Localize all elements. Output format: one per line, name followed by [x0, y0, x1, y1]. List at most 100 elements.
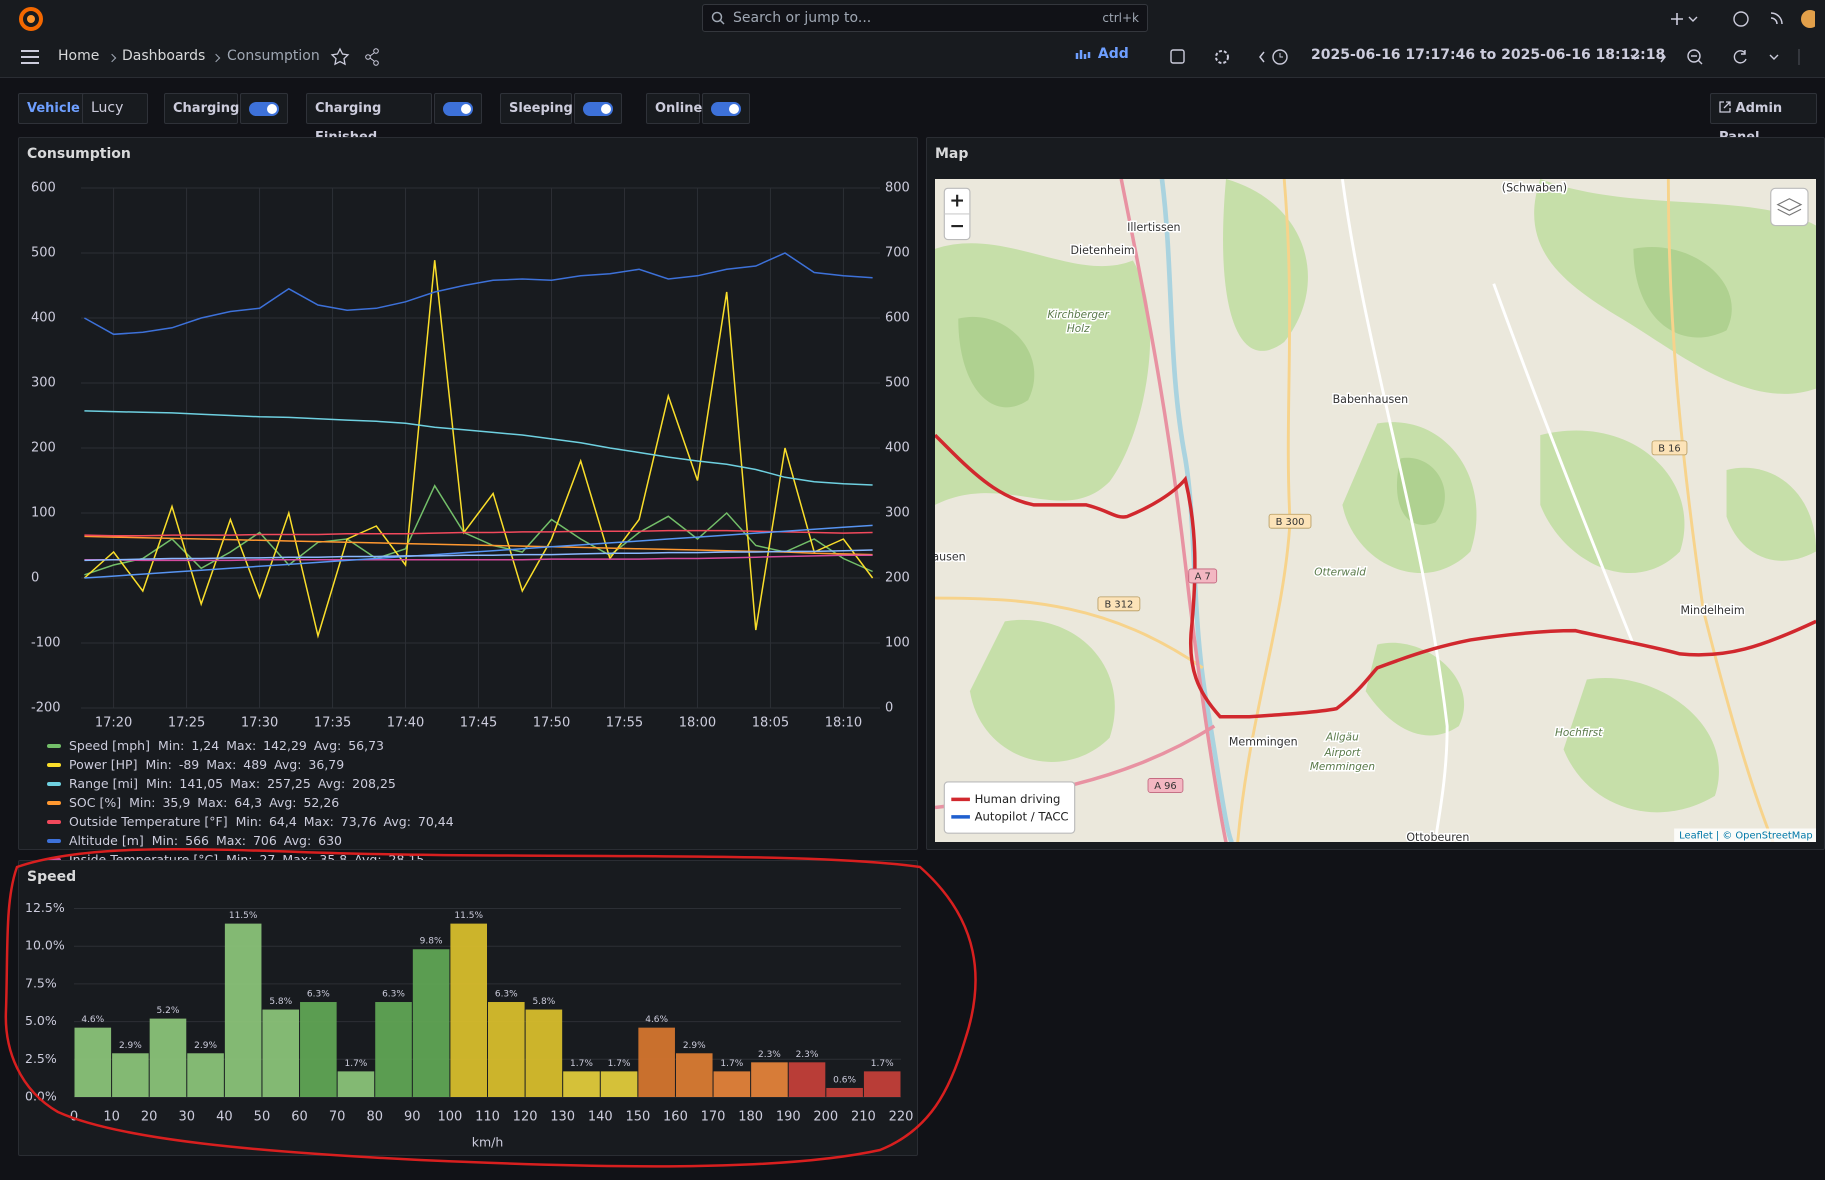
histogram-chart: 0.0% 2.5% 5.0% 7.5% 10.0% 12.5% 4.6% 2.9% 5.2% 2.… — [25, 900, 913, 1150]
toggle-box — [702, 93, 750, 124]
bar — [638, 1027, 675, 1097]
top-icons[interactable] — [1665, 8, 1815, 30]
y2-tick-label: 200 — [885, 571, 910, 586]
y2-tick-label: 100 — [885, 636, 910, 651]
bar-label: 11.5% — [229, 911, 258, 921]
legend-item[interactable]: Range [mi] Min: 141,05 Max: 257,25 Avg: 2… — [47, 776, 396, 791]
x-tick-label: 0 — [70, 1110, 78, 1125]
attribution[interactable]: Leaflet | © OpenStreetMap — [1679, 830, 1812, 841]
x-tick-label: 17:25 — [168, 716, 205, 731]
road-label: B 300 — [1276, 517, 1305, 528]
y-tick-label: 12.5% — [25, 900, 65, 915]
search-box[interactable]: Search or jump to... ctrl+k — [702, 4, 1148, 32]
legend-item[interactable]: Speed [mph] Min: 1,24 Max: 142,29 Avg: 56… — [47, 738, 384, 753]
toggle-switch[interactable] — [711, 101, 741, 116]
x-tick-label: 80 — [366, 1110, 383, 1125]
time-range[interactable]: 2025-06-16 17:17:46 to 2025-06-16 18:12:… — [1311, 47, 1666, 63]
road-shield — [1188, 568, 1218, 584]
star-share-icons[interactable] — [330, 47, 380, 67]
legend-item[interactable]: SOC [%] Min: 35,9 Max: 64,3 Avg: 52,26 — [47, 795, 339, 810]
legend-item[interactable]: Outside Temperature [°F] Min: 64,4 Max: 7… — [47, 814, 454, 829]
legend-label: Human driving — [975, 792, 1061, 806]
place-label: Kirchberger — [1048, 309, 1110, 321]
y-tick-label: 300 — [31, 376, 56, 391]
place-label: Memmingen — [1310, 761, 1375, 773]
bar-label: 2.3% — [796, 1050, 819, 1060]
add-button[interactable]: Add — [1075, 46, 1129, 62]
bar-label: 1.7% — [720, 1059, 743, 1069]
road-shield — [1097, 596, 1141, 612]
legend-item[interactable]: Power [HP] Min: -89 Max: 489 Avg: 36,79 — [47, 757, 344, 772]
consumption-panel: Consumption -200 -100 0 100 200 300 400 500 600 0… — [18, 137, 918, 886]
y2-tick-label: 600 — [885, 311, 910, 326]
legend-name: Power [HP] — [69, 757, 138, 772]
legend-swatch — [47, 838, 61, 843]
search-placeholder: Search or jump to... — [733, 10, 872, 26]
x-tick-label: 17:35 — [314, 716, 351, 731]
x-tick-label: 70 — [329, 1110, 346, 1125]
breadcrumb[interactable]: Dashboards — [122, 48, 206, 64]
bar — [675, 1053, 713, 1097]
toggle-label: Charging Finished — [306, 93, 432, 145]
external-icon — [1719, 101, 1731, 113]
forest-dark — [958, 247, 1732, 525]
legend-stats: Min: -89 Max: 489 Avg: 36,79 — [145, 757, 345, 772]
bar-label: 1.7% — [570, 1059, 593, 1069]
toggle-box — [574, 93, 622, 124]
zoom-in[interactable]: + — [949, 191, 965, 212]
legend-item[interactable]: Altitude [m] Min: 566 Max: 706 Avg: 630 — [47, 833, 342, 848]
bar-label: 5.8% — [532, 997, 555, 1007]
bar-label: 0.6% — [833, 1075, 856, 1085]
x-tick-label: 50 — [254, 1110, 271, 1125]
x-tick-label: 130 — [550, 1110, 575, 1125]
toggle-switch[interactable] — [583, 101, 613, 116]
legend-stats: Min: 566 Max: 706 Avg: 630 — [151, 833, 343, 848]
breadcrumb: Consumption — [227, 48, 320, 64]
road-shield — [1651, 440, 1688, 456]
bar — [488, 1002, 525, 1097]
menu-icon[interactable] — [20, 49, 40, 65]
y2-tick-label: 500 — [885, 376, 910, 391]
legend-name: Outside Temperature [°F] — [69, 814, 228, 829]
road-label: B 16 — [1658, 443, 1680, 454]
bar — [525, 1009, 563, 1097]
time-controls[interactable] — [1628, 47, 1818, 67]
place-label: Holz — [1067, 323, 1090, 335]
x-tick-label: 20 — [141, 1110, 158, 1125]
legend-swatch — [47, 762, 61, 767]
toggle-box — [240, 93, 288, 124]
x-tick-label: 17:30 — [241, 716, 278, 731]
admin-panel-link[interactable]: Admin Panel — [1710, 93, 1817, 145]
toggle-switch[interactable] — [443, 101, 473, 116]
x-tick-label: 110 — [475, 1110, 500, 1125]
breadcrumb[interactable]: Home — [58, 48, 100, 64]
map[interactable]: + − Human driving Autopilot / TACC Leafl… — [935, 179, 1816, 842]
bar — [149, 1018, 187, 1097]
y2-tick-label: 0 — [885, 701, 893, 716]
x-tick-label: 60 — [291, 1110, 308, 1125]
bar-label: 2.3% — [758, 1050, 781, 1060]
series-line — [84, 252, 873, 336]
x-tick-label: 90 — [404, 1110, 421, 1125]
x-axis-label: km/h — [472, 1135, 504, 1150]
series-line — [84, 535, 873, 556]
vehicle-select[interactable]: Lucy — [82, 93, 148, 124]
toggle-switch[interactable] — [249, 101, 279, 116]
logo[interactable] — [18, 6, 44, 32]
layers-control[interactable] — [1770, 187, 1809, 227]
bar-label: 6.3% — [307, 990, 330, 1000]
bar-label: 6.3% — [495, 990, 518, 1000]
bar — [262, 1009, 300, 1097]
y2-tick-label: 400 — [885, 441, 910, 456]
series-line — [84, 410, 873, 486]
zoom-out[interactable]: − — [949, 216, 965, 237]
series-line — [84, 549, 873, 562]
x-tick-label: 17:20 — [95, 716, 132, 731]
toolbar-icons[interactable] — [1168, 47, 1288, 67]
legend-label: Autopilot / TACC — [975, 809, 1069, 823]
road-shield — [1147, 778, 1184, 793]
x-tick-label: 160 — [663, 1110, 688, 1125]
x-tick-label: 10 — [103, 1110, 120, 1125]
